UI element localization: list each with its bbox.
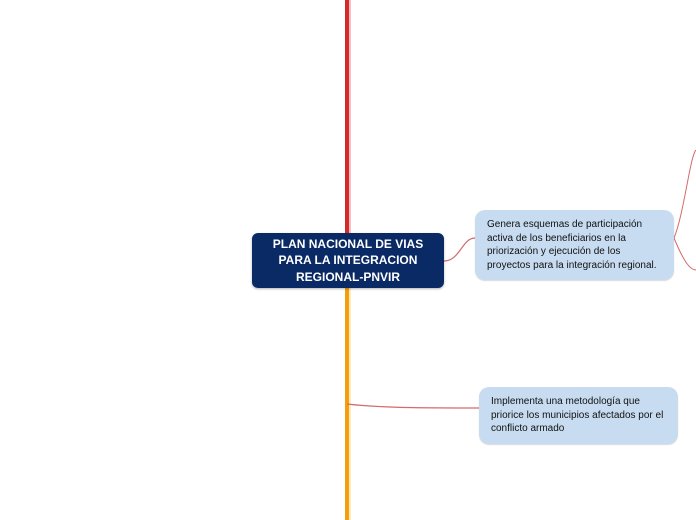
child-node-methodology[interactable]: Implementa una metodología que priorice … — [479, 387, 678, 444]
child-node-participation[interactable]: Genera esquemas de participación activa … — [475, 210, 674, 280]
connector-path — [674, 238, 696, 270]
central-node-label: PLAN NACIONAL DE VIAS PARA LA INTEGRACIO… — [264, 236, 432, 285]
mindmap-canvas: PLAN NACIONAL DE VIAS PARA LA INTEGRACIO… — [0, 0, 696, 520]
connector-path — [444, 238, 475, 261]
child-node-label: Genera esquemas de participación activa … — [487, 218, 662, 272]
central-node[interactable]: PLAN NACIONAL DE VIAS PARA LA INTEGRACIO… — [252, 233, 444, 288]
connector-path — [674, 150, 696, 238]
connector-path — [347, 404, 479, 408]
child-node-label: Implementa una metodología que priorice … — [491, 395, 666, 436]
